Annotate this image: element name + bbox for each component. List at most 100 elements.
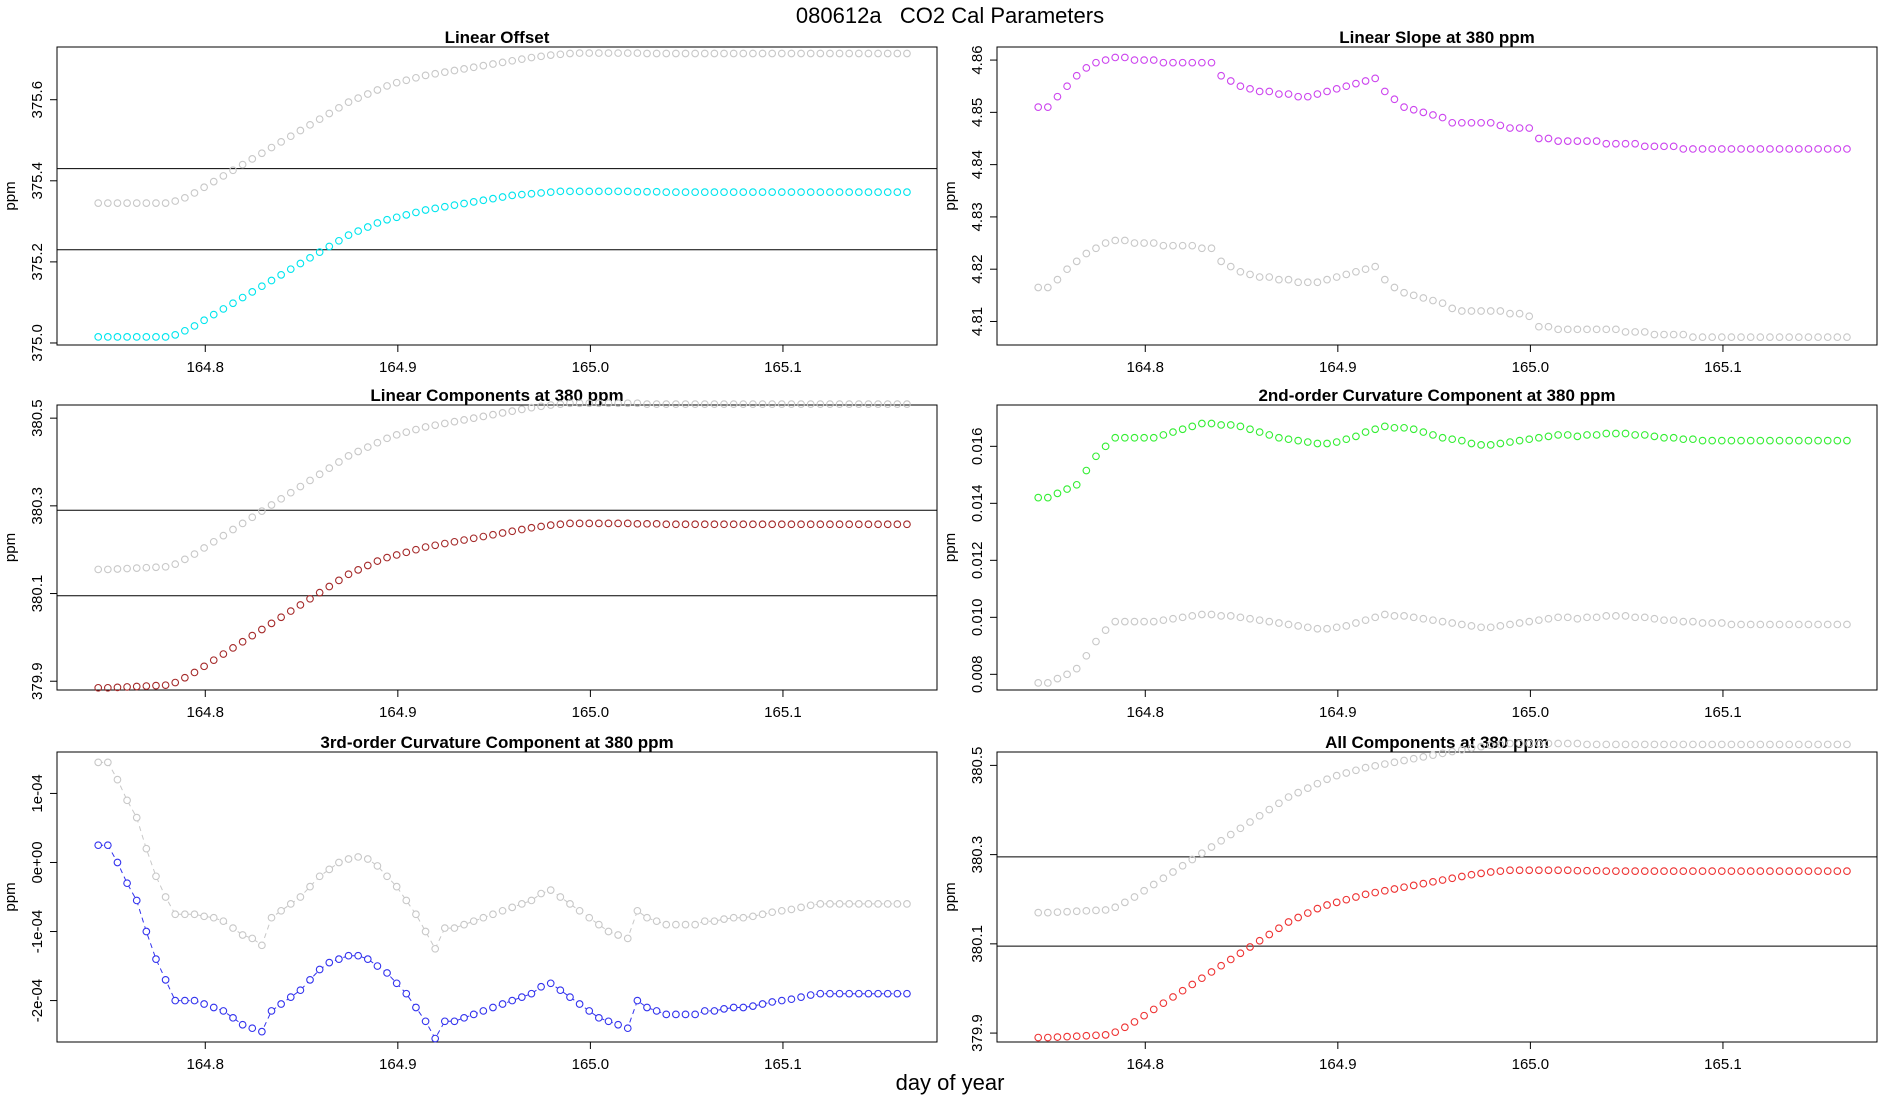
data-point-current <box>556 520 565 529</box>
data-point-current <box>1419 108 1428 117</box>
data-point-reference <box>777 906 786 915</box>
data-point-current <box>392 979 401 988</box>
data-point-current <box>1034 103 1043 111</box>
data-point-current <box>431 204 440 213</box>
data-point-reference <box>142 844 151 853</box>
data-point-current <box>1409 105 1418 114</box>
data-point-current <box>806 991 815 999</box>
data-point-current <box>1621 867 1630 875</box>
data-point-current <box>344 231 353 239</box>
data-point-reference <box>1612 612 1620 620</box>
data-point-current <box>421 543 430 551</box>
data-point-current <box>1612 429 1620 438</box>
data-point-reference <box>1660 330 1668 339</box>
data-point-current <box>1486 118 1495 127</box>
data-point-current <box>277 271 285 279</box>
data-point-reference <box>1034 679 1043 687</box>
data-point-reference <box>1477 307 1485 315</box>
data-point-current <box>566 187 574 196</box>
data-point-reference <box>1727 620 1736 629</box>
data-point-current <box>758 1000 767 1008</box>
data-point-current <box>306 594 314 603</box>
data-point-current <box>1708 436 1717 445</box>
data-point-current <box>1640 142 1649 151</box>
data-point-current <box>1775 436 1784 445</box>
data-point-reference <box>113 775 122 784</box>
data-point-reference <box>864 49 873 58</box>
data-point-reference <box>1092 637 1100 646</box>
data-point-reference <box>1669 740 1678 749</box>
x-tick-label: 165.1 <box>1704 1056 1742 1073</box>
data-point-current <box>209 1003 218 1012</box>
data-point-reference <box>1121 617 1129 626</box>
data-point-current <box>1689 435 1697 444</box>
data-point-current <box>392 551 401 559</box>
data-point-reference <box>267 913 276 922</box>
data-point-current <box>1332 898 1341 907</box>
data-point-reference <box>238 519 247 528</box>
data-point-reference <box>662 920 671 929</box>
data-point-current <box>595 1013 603 1022</box>
data-point-current <box>604 1017 613 1026</box>
data-point-reference <box>142 563 151 572</box>
data-point-reference <box>1640 740 1649 749</box>
data-point-current <box>1082 466 1091 475</box>
data-point-current <box>883 188 892 196</box>
data-point-reference <box>421 927 430 936</box>
data-point-reference <box>1698 619 1707 627</box>
data-point-current <box>720 520 728 529</box>
data-point-current <box>1092 58 1100 67</box>
data-point-current <box>1679 867 1688 875</box>
data-point-current <box>479 1007 488 1015</box>
data-point-reference <box>662 400 671 408</box>
data-point-reference <box>354 853 363 861</box>
data-point-reference <box>1111 617 1120 626</box>
data-point-current <box>440 1017 449 1026</box>
data-point-current <box>1390 423 1399 432</box>
data-point-current <box>142 927 151 936</box>
data-point-reference <box>1342 622 1351 630</box>
data-point-current <box>219 1007 228 1015</box>
data-point-reference <box>575 906 584 915</box>
data-point-reference <box>893 900 902 908</box>
data-point-current <box>412 1003 420 1012</box>
data-point-current <box>546 188 555 196</box>
data-point-reference <box>623 49 632 57</box>
data-point-current <box>633 519 642 528</box>
data-point-current <box>662 520 671 529</box>
data-point-current <box>1823 436 1832 445</box>
data-point-current <box>1101 56 1110 64</box>
data-point-reference <box>652 49 661 58</box>
data-point-current <box>1592 137 1601 145</box>
data-point-current <box>1169 428 1177 436</box>
data-point-current <box>643 519 651 528</box>
data-point-current <box>1689 145 1697 153</box>
data-point-current <box>700 188 709 196</box>
data-point-current <box>1746 436 1755 445</box>
data-point-current <box>219 650 228 658</box>
data-point-current <box>1448 118 1457 127</box>
data-point-current <box>1708 867 1717 875</box>
data-point-reference <box>749 49 757 58</box>
data-point-reference <box>854 49 863 58</box>
data-point-reference <box>1419 614 1428 623</box>
data-point-reference <box>392 78 401 87</box>
data-point-reference <box>1766 333 1774 342</box>
data-point-current <box>633 187 642 196</box>
data-point-current <box>835 989 844 998</box>
data-point-current <box>1390 95 1399 104</box>
x-tick-label: 165.0 <box>1512 359 1550 376</box>
data-point-current <box>1313 90 1322 98</box>
data-point-current <box>1583 431 1591 439</box>
data-point-reference <box>1092 244 1100 253</box>
data-point-current <box>1101 1031 1110 1039</box>
data-point-reference <box>431 69 440 78</box>
x-tick-label: 164.9 <box>379 1056 417 1073</box>
data-point-current <box>1063 1032 1071 1041</box>
data-point-reference <box>1429 616 1437 625</box>
data-point-current <box>258 1027 266 1036</box>
data-point-reference <box>383 872 391 881</box>
data-point-reference <box>1178 613 1187 622</box>
data-point-current <box>363 955 372 963</box>
data-point-reference <box>604 927 613 936</box>
